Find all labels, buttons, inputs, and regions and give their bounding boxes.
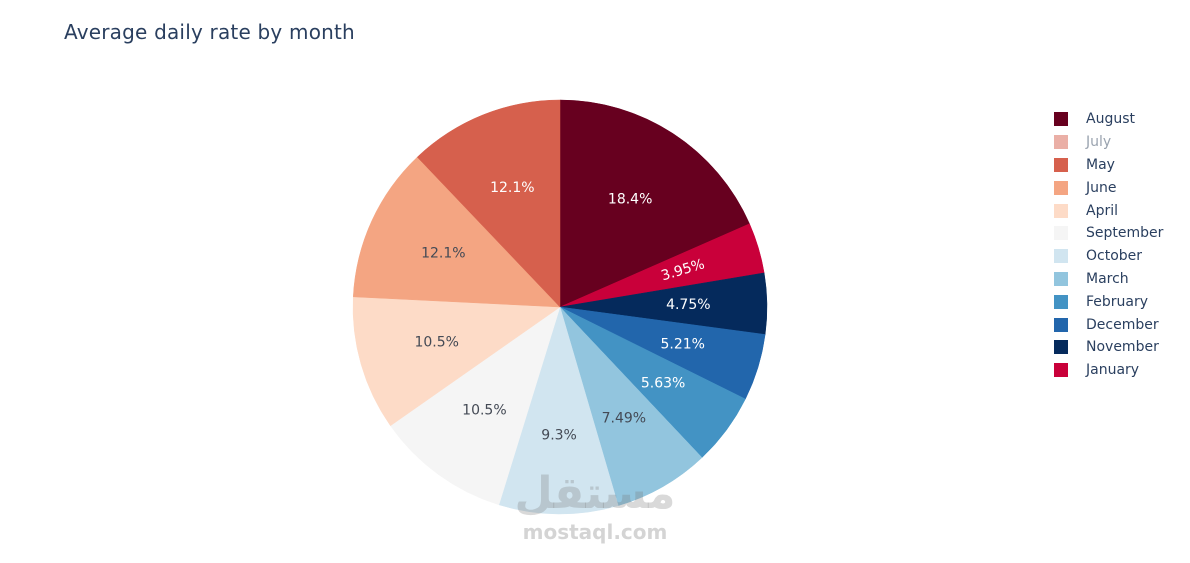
- legend-swatch: [1054, 249, 1068, 264]
- pie-label-october: 9.3%: [541, 427, 577, 443]
- pie-slices: [352, 99, 768, 515]
- pie-slice-june[interactable]: [352, 156, 561, 308]
- legend-item-march[interactable]: March: [1054, 268, 1163, 291]
- pie-slice-september[interactable]: [390, 306, 561, 506]
- legend-label: October: [1086, 248, 1143, 265]
- legend-label: July: [1086, 134, 1112, 151]
- pie-label-december: 5.21%: [660, 337, 704, 353]
- legend-label: December: [1086, 316, 1159, 333]
- legend-label: January: [1086, 362, 1140, 379]
- legend-item-june[interactable]: June: [1054, 176, 1163, 199]
- legend-label: September: [1086, 225, 1164, 242]
- legend-item-november[interactable]: November: [1054, 336, 1163, 359]
- pie-slice-march[interactable]: [559, 306, 703, 506]
- legend-swatch: [1054, 317, 1068, 332]
- pie-label-september: 10.5%: [462, 403, 506, 419]
- legend-label: March: [1086, 270, 1129, 287]
- legend: August July May June April September October Ma…: [1054, 108, 1163, 382]
- pie-slice-may[interactable]: [416, 99, 561, 308]
- legend-swatch: [1054, 226, 1068, 241]
- legend-label: April: [1086, 202, 1118, 219]
- legend-label: August: [1086, 111, 1135, 128]
- pie-label-may: 12.1%: [490, 180, 534, 196]
- legend-label: November: [1086, 339, 1159, 356]
- legend-swatch: [1054, 112, 1068, 127]
- legend-swatch: [1054, 203, 1068, 218]
- pie-label-april: 10.5%: [414, 335, 458, 351]
- legend-label: June: [1086, 179, 1117, 196]
- pie-label-november: 4.75%: [666, 297, 710, 313]
- legend-swatch: [1054, 135, 1068, 150]
- pie-label-march: 7.49%: [602, 410, 646, 426]
- legend-item-april[interactable]: April: [1054, 199, 1163, 222]
- pie-label-august: 18.4%: [608, 192, 652, 208]
- legend-item-july[interactable]: July: [1054, 131, 1163, 154]
- pie-slice-august[interactable]: [559, 99, 750, 308]
- legend-item-september[interactable]: September: [1054, 222, 1163, 245]
- chart-title: Average daily rate by month: [64, 20, 355, 44]
- pie-labels: 18.4%3.95%4.75%5.21%5.63%7.49%9.3%10.5%1…: [414, 180, 710, 444]
- legend-item-january[interactable]: January: [1054, 359, 1163, 382]
- legend-swatch: [1054, 294, 1068, 309]
- legend-label: February: [1086, 293, 1149, 310]
- pie-slice-october[interactable]: [498, 306, 619, 515]
- legend-swatch: [1054, 271, 1068, 286]
- legend-item-february[interactable]: February: [1054, 290, 1163, 313]
- legend-swatch: [1054, 363, 1068, 378]
- pie-slice-april[interactable]: [352, 296, 561, 427]
- legend-swatch: [1054, 180, 1068, 195]
- legend-label: May: [1086, 156, 1115, 173]
- legend-item-december[interactable]: December: [1054, 313, 1163, 336]
- legend-swatch: [1054, 157, 1068, 172]
- legend-item-may[interactable]: May: [1054, 154, 1163, 177]
- pie-label-june: 12.1%: [421, 246, 465, 262]
- legend-item-august[interactable]: August: [1054, 108, 1163, 131]
- legend-swatch: [1054, 340, 1068, 355]
- pie-label-february: 5.63%: [641, 375, 685, 391]
- legend-item-october[interactable]: October: [1054, 245, 1163, 268]
